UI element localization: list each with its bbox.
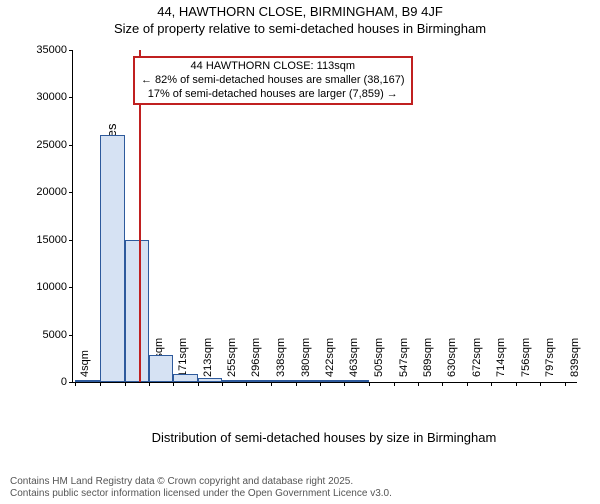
x-tick <box>394 382 395 386</box>
histogram-bar <box>271 380 296 382</box>
x-tick <box>296 382 297 386</box>
annotation-line-3: 17% of semi-detached houses are larger (… <box>141 88 405 102</box>
x-tick <box>491 382 492 386</box>
x-tick <box>369 382 370 386</box>
x-tick-label: 4sqm <box>79 350 91 377</box>
y-tick-label: 15000 <box>36 234 67 246</box>
x-tick <box>198 382 199 386</box>
y-tick <box>69 240 73 241</box>
x-tick <box>467 382 468 386</box>
x-tick-label: 756sqm <box>520 338 532 377</box>
footer-line-2: Contains public sector information licen… <box>10 488 392 500</box>
histogram-bar <box>75 380 100 382</box>
x-tick <box>565 382 566 386</box>
x-tick <box>246 382 247 386</box>
histogram-bar <box>320 380 344 382</box>
x-tick-label: 547sqm <box>398 338 410 377</box>
x-tick <box>418 382 419 386</box>
y-tick <box>69 50 73 51</box>
footer-attribution: Contains HM Land Registry data © Crown c… <box>10 476 392 500</box>
y-tick-label: 25000 <box>36 139 67 151</box>
x-tick-label: 213sqm <box>202 338 214 377</box>
x-tick-label: 797sqm <box>544 338 556 377</box>
x-tick <box>100 382 101 386</box>
x-axis-label: Distribution of semi-detached houses by … <box>72 430 576 445</box>
y-tick-label: 30000 <box>36 91 67 103</box>
x-tick <box>442 382 443 386</box>
y-tick-label: 20000 <box>36 186 67 198</box>
y-tick <box>69 382 73 383</box>
annotation-line-1: 44 HAWTHORN CLOSE: 113sqm <box>141 60 405 74</box>
x-tick-label: 630sqm <box>446 338 458 377</box>
x-tick-label: 839sqm <box>569 338 581 377</box>
x-tick-label: 422sqm <box>324 338 336 377</box>
chart-area: Number of semi-detached properties 05000… <box>50 46 580 412</box>
chart-title: 44, HAWTHORN CLOSE, BIRMINGHAM, B9 4JF <box>0 4 600 19</box>
histogram-bar <box>100 135 125 382</box>
histogram-bar <box>222 380 246 382</box>
y-tick-label: 35000 <box>36 44 67 56</box>
x-tick-label: 589sqm <box>422 338 434 377</box>
y-tick <box>69 287 73 288</box>
x-tick-label: 672sqm <box>471 338 483 377</box>
x-tick <box>222 382 223 386</box>
histogram-bar <box>296 380 321 382</box>
x-tick <box>344 382 345 386</box>
histogram-bar <box>344 380 369 382</box>
x-tick-label: 380sqm <box>300 338 312 377</box>
x-tick <box>149 382 150 386</box>
histogram-bar <box>125 240 149 382</box>
histogram-bar <box>149 355 174 382</box>
x-tick-label: 338sqm <box>275 338 287 377</box>
chart-subtitle: Size of property relative to semi-detach… <box>0 21 600 36</box>
x-tick-label: 505sqm <box>373 338 385 377</box>
y-tick-label: 5000 <box>43 329 67 341</box>
annotation-box: 44 HAWTHORN CLOSE: 113sqm ← 82% of semi-… <box>133 56 413 105</box>
x-tick-label: 255sqm <box>226 338 238 377</box>
x-tick-label: 463sqm <box>348 338 360 377</box>
histogram-bar <box>173 374 198 382</box>
y-tick <box>69 335 73 336</box>
x-tick <box>516 382 517 386</box>
x-tick <box>125 382 126 386</box>
y-tick-label: 0 <box>61 376 67 388</box>
histogram-bar <box>246 380 271 382</box>
y-tick <box>69 192 73 193</box>
x-tick <box>173 382 174 386</box>
x-tick <box>75 382 76 386</box>
x-tick-label: 296sqm <box>250 338 262 377</box>
chart-container: 44, HAWTHORN CLOSE, BIRMINGHAM, B9 4JF S… <box>0 4 600 504</box>
annotation-line-2: ← 82% of semi-detached houses are smalle… <box>141 74 405 88</box>
x-tick-label: 171sqm <box>177 338 189 377</box>
y-tick-label: 10000 <box>36 281 67 293</box>
x-tick-label: 714sqm <box>495 338 507 377</box>
x-tick <box>320 382 321 386</box>
y-tick <box>69 97 73 98</box>
y-tick <box>69 145 73 146</box>
x-tick <box>271 382 272 386</box>
plot-area: 050001000015000200002500030000350004sqm4… <box>72 50 577 383</box>
footer-line-1: Contains HM Land Registry data © Crown c… <box>10 476 392 488</box>
x-tick <box>540 382 541 386</box>
histogram-bar <box>198 378 223 382</box>
